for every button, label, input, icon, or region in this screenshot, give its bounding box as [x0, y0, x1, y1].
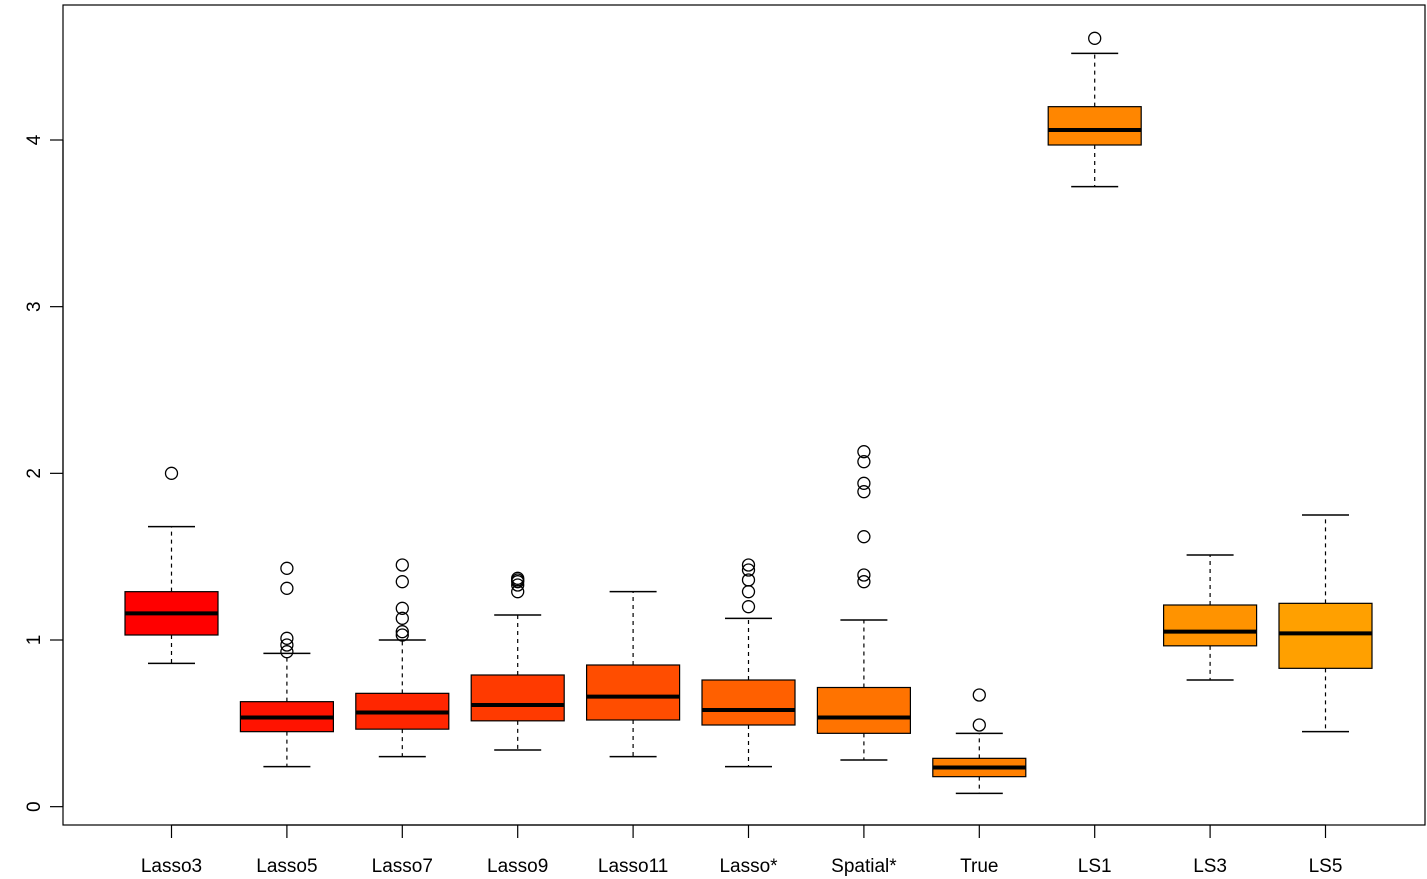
outlier-point	[857, 568, 871, 582]
box-lasso3	[124, 466, 219, 665]
x-tick-label: Lasso11	[598, 856, 668, 877]
outlier-point	[972, 718, 986, 732]
outlier-point	[280, 561, 294, 575]
outlier-point	[280, 631, 294, 645]
outlier-point	[741, 563, 756, 577]
box-body	[1047, 106, 1142, 146]
box-body	[585, 664, 681, 721]
x-tick-label: Spatial*	[831, 856, 897, 877]
x-tick-label: Lasso9	[487, 856, 548, 877]
outlier-point	[395, 611, 409, 625]
y-axis: 0 1 2 3 4	[24, 134, 64, 812]
box-body	[816, 686, 912, 734]
x-tick-label: Lasso3	[141, 856, 202, 877]
x-tick-label: Lasso*	[719, 856, 778, 877]
outlier-point	[511, 578, 525, 592]
outlier-point	[857, 530, 871, 544]
outlier-point	[280, 645, 294, 659]
box-ls1	[1047, 31, 1142, 188]
box-ls5	[1278, 514, 1373, 733]
outlier-point	[280, 638, 294, 652]
outlier-point	[511, 571, 525, 585]
outlier-point	[395, 625, 409, 639]
box-lasso7	[355, 558, 450, 758]
box-lasso5	[239, 561, 334, 768]
box-body	[1278, 602, 1373, 669]
y-tick-label: 2	[24, 468, 45, 479]
box-spatial-	[816, 445, 912, 761]
box-ls3	[1162, 554, 1258, 681]
outlier-point	[857, 575, 871, 589]
x-tick-label: LS3	[1193, 856, 1227, 877]
y-tick-label: 0	[24, 801, 45, 812]
outlier-point	[741, 600, 756, 614]
outlier-point	[1088, 31, 1102, 45]
outlier-point	[395, 575, 409, 589]
outlier-point	[395, 601, 409, 615]
box-lasso11	[585, 590, 681, 758]
outlier-point	[972, 688, 986, 702]
outlier-point	[741, 585, 756, 599]
outlier-point	[741, 573, 756, 587]
x-tick-label: LS5	[1309, 856, 1343, 877]
x-tick-label: Lasso7	[372, 856, 433, 877]
outlier-point	[857, 485, 871, 499]
box-lasso9	[470, 571, 565, 751]
outlier-point	[857, 445, 871, 459]
x-axis: Lasso3 Lasso5 Lasso7 Lasso9 Lasso11 Lasso* Spa…	[141, 824, 1343, 877]
box-body	[1162, 604, 1258, 647]
x-tick-label: True	[960, 856, 998, 877]
outlier-point	[395, 558, 409, 572]
outlier-point	[741, 558, 756, 572]
outlier-point	[857, 476, 871, 490]
box-lasso-	[701, 558, 796, 768]
outlier-point	[280, 581, 294, 595]
y-tick-label: 4	[24, 134, 45, 145]
outlier-point	[164, 466, 179, 480]
outlier-point	[395, 628, 409, 642]
y-tick-label: 1	[24, 635, 45, 646]
x-tick-label: Lasso5	[256, 856, 317, 877]
box-body	[470, 674, 565, 722]
box-group	[124, 31, 1373, 795]
outlier-point	[857, 455, 871, 469]
y-tick-label: 3	[24, 301, 45, 312]
x-tick-label: LS1	[1078, 856, 1112, 877]
box-body	[701, 679, 796, 726]
box-true	[932, 688, 1027, 795]
